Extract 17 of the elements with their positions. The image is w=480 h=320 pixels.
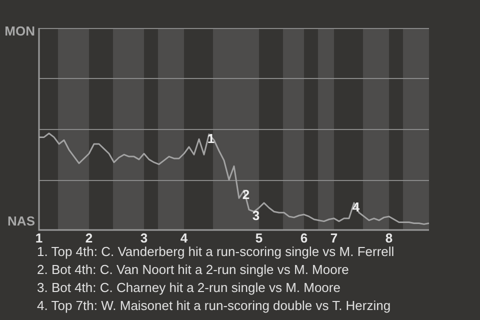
text: 2. Bot 4th: C. Van Noort hit a 2-run single vs M. Moore bbox=[37, 261, 350, 279]
x-tick-label: 6 bbox=[300, 230, 308, 246]
text: 4. Top 7th: W. Maisonet hit a run-scoring double vs T. Herzing bbox=[37, 297, 392, 315]
x-tick-label: 4 bbox=[180, 230, 188, 246]
text: MON bbox=[4, 24, 35, 39]
annotation: 3 bbox=[252, 208, 260, 224]
x-tick-label: 8 bbox=[385, 230, 393, 246]
x-tick-label: 7 bbox=[330, 230, 338, 246]
x-tick-label: 5 bbox=[255, 230, 263, 246]
x-tick-label: 3 bbox=[140, 230, 148, 246]
x-tick-label: 1 bbox=[35, 230, 43, 246]
annotation: 1 bbox=[207, 130, 215, 146]
annotation: 2 bbox=[242, 186, 250, 202]
x-tick-label: 2 bbox=[85, 230, 93, 246]
text: 1. Top 4th: C. Vanderberg hit a run-scoring single vs M. Ferrell bbox=[37, 243, 394, 261]
text: NAS bbox=[8, 214, 36, 229]
text: 3. Bot 4th: C. Charney hit a 2-run single vs M. Moore bbox=[37, 279, 342, 297]
